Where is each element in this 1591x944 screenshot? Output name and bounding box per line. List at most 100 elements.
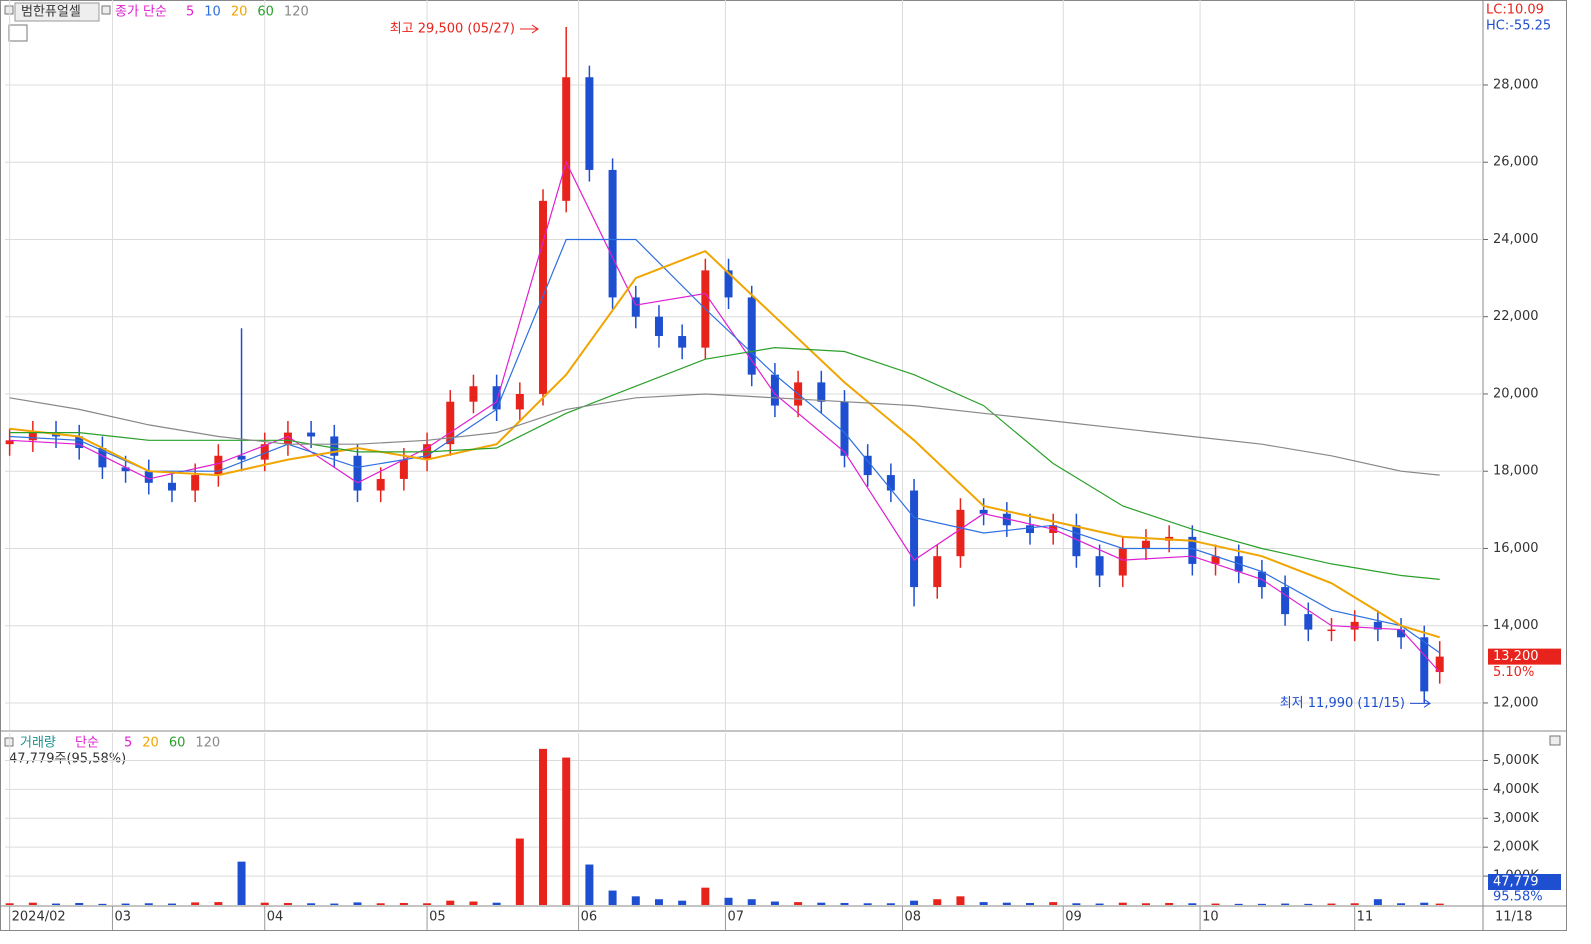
candle-body [933,556,942,588]
volume-bar [1118,902,1127,905]
volume-bar [237,861,246,905]
volume-bar [979,902,988,905]
volume-bar [886,903,895,905]
candle-body [840,401,849,456]
volume-bar [283,902,292,905]
x-tick-label: 06 [581,910,598,925]
moving-average-line [9,160,1441,673]
volume-bar [562,757,571,905]
candle-body [1420,637,1429,692]
volume-bar [956,896,965,905]
volume-bar [28,902,37,905]
candle-body [1095,556,1104,576]
stock-name-box[interactable] [14,2,100,22]
close-button[interactable] [1549,735,1561,746]
volume-bar [353,902,362,905]
volume-bar [376,903,385,905]
volume-bar [1234,903,1243,905]
candle-body [1026,525,1035,534]
ma-legend-entry: 10 [204,5,221,20]
volume-bar [1026,902,1035,905]
volume-bar [724,897,733,905]
moving-average-line [9,393,1440,476]
ma-legend-entry: 120 [284,5,309,20]
volume-bar [770,901,779,905]
high-annotation: 최고 29,500 (05/27) [390,22,515,37]
volume-bar [52,903,61,905]
volume-bar [863,903,872,905]
volume-bar [399,902,408,905]
volume-bar [678,900,687,905]
change-label: 5.10% [1493,665,1534,680]
volume-bar [817,902,826,905]
candle-body [1072,525,1081,557]
y-tick-label: 28,000 [1493,77,1539,92]
candle-body [631,297,640,317]
candle-body [469,386,478,402]
frame [0,0,1567,931]
y-tick-label: 3,000K [1493,811,1539,826]
candle-body [237,455,246,460]
candle-body [608,169,617,298]
y-tick-label: 14,000 [1493,618,1539,633]
x-tick-label: 04 [267,910,284,925]
candle-body [817,382,826,402]
candle-body [1281,587,1290,615]
last-volume-box [1488,874,1561,890]
candle-body [28,432,37,441]
volume-bar [492,902,501,905]
candle-body [191,475,200,491]
candle-body [283,432,292,445]
candle-body [1002,513,1011,526]
volume-bar [1350,903,1359,905]
volume-bar [260,902,269,905]
x-tick-label: 11 [1357,910,1374,925]
candle-body [353,455,362,491]
volume-bar [701,887,710,905]
volume-bar [307,903,316,905]
last-ratio-label: 95.58% [1493,890,1543,905]
ma-legend-entry: 5 [186,5,194,20]
candle-body [5,440,14,445]
x-tick-label: 09 [1065,910,1082,925]
table-button[interactable] [8,24,28,42]
candle-body [121,467,130,472]
y-tick-label: 4,000K [1493,782,1539,797]
volume-info: 47,779주(95,58%) [9,752,126,767]
candle-body [492,386,501,410]
volume-bar [1257,903,1266,905]
volume-bar [1072,903,1081,905]
legend-icon [4,5,14,15]
y-tick-label: 5,000K [1493,753,1539,768]
stock-name: 범한퓨얼셀 [21,5,81,20]
volume-bar [1420,902,1429,905]
volume-bar [1435,903,1444,905]
y-tick-label: 20,000 [1493,386,1539,401]
candle-body [678,336,687,348]
y-tick-label: 18,000 [1493,464,1539,479]
volume-bar [539,748,548,905]
volume-bar [631,896,640,905]
candle-body [654,316,663,337]
legend-icon [101,5,111,15]
volume-bar [1304,903,1313,905]
volume-bar [1211,903,1220,905]
x-tick-label: 08 [904,910,921,925]
volume-bar [1095,903,1104,905]
volume-ma-label: 단순 [75,736,99,751]
volume-bar [933,899,942,905]
volume-bar [585,864,594,905]
volume-bar [1165,902,1174,905]
high-arrow [520,24,539,34]
volume-bar [608,890,617,905]
candle-body [1188,536,1197,564]
candle-body [446,401,455,445]
volume-bar [446,900,455,905]
volume-bar [5,903,14,905]
candle-body [1373,621,1382,630]
volume-bar [167,903,176,905]
last-price-box [1488,648,1561,665]
volume-bar [1002,902,1011,905]
candle-body [979,509,988,514]
volume-bar [1188,903,1197,905]
